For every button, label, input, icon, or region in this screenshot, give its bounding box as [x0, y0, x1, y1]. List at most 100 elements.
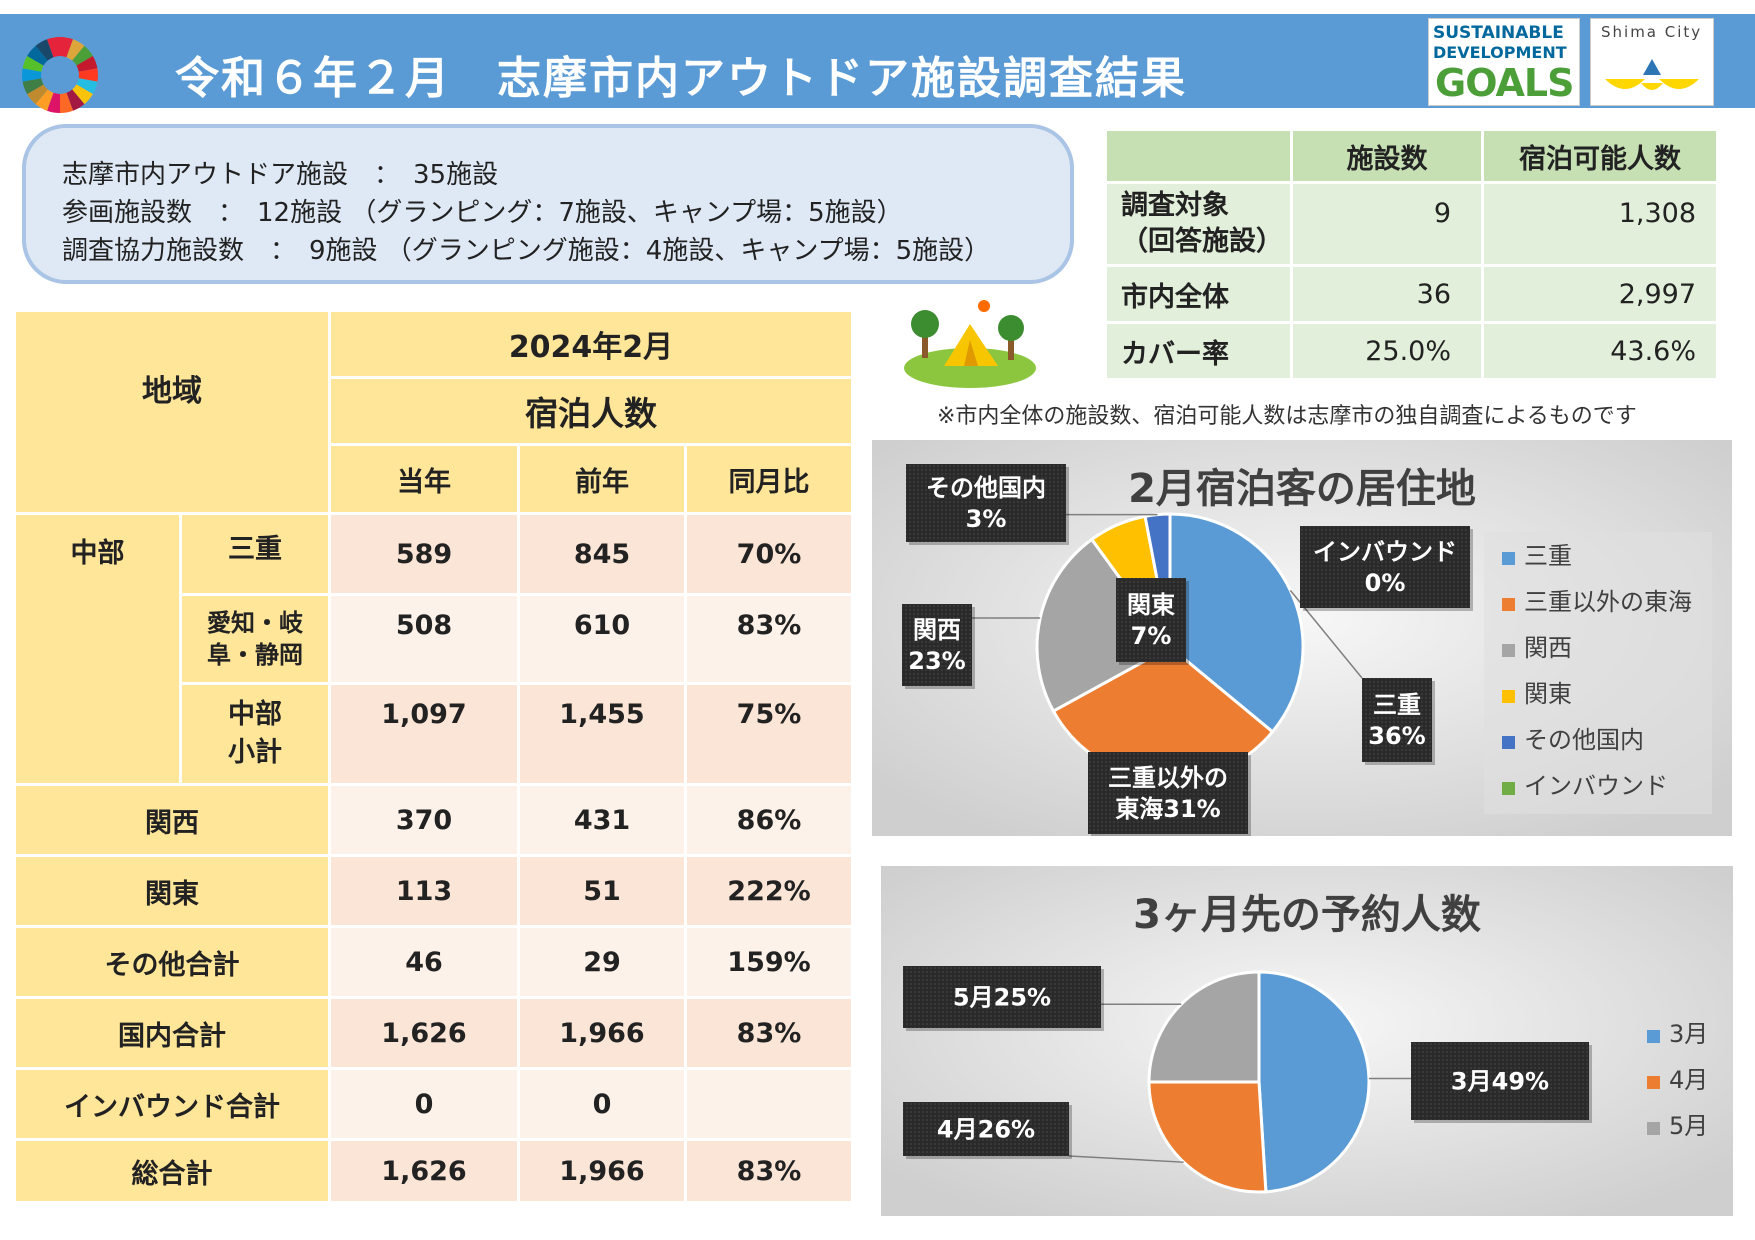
coverage-row1-label-line1: 調査対象	[1121, 190, 1229, 221]
data-label-4月-text: 4月26%	[937, 1116, 1035, 1144]
city-logo-text: Shima City	[1601, 23, 1703, 41]
legend-swatch	[1647, 1030, 1660, 1043]
data-label-その他国内: その他国内 3%	[906, 464, 1069, 545]
column-header-current: 当年	[331, 446, 517, 512]
sdg-logo-line2: DEVELOPMENT	[1433, 43, 1567, 62]
cell-ratio: 70%	[687, 515, 851, 593]
sdg-logo-line3: GOALS	[1435, 61, 1574, 105]
row-label-line1: 中部	[228, 699, 282, 730]
row-label: 総合計	[16, 1141, 328, 1201]
cell-ratio: 83%	[687, 999, 851, 1067]
sdg-logo: SUSTAINABLE DEVELOPMENT GOALS	[1428, 18, 1580, 106]
row-label: 中部 小計	[182, 685, 328, 783]
coverage-row-label: 市内全体	[1107, 267, 1290, 321]
legend-swatch	[1502, 736, 1515, 749]
legend-swatch	[1502, 782, 1515, 795]
data-label-三重以外の東海-box	[1088, 752, 1248, 834]
data-label-関西-text: 23%	[908, 647, 965, 675]
legend-label: 3月	[1669, 1020, 1708, 1048]
data-label-インバウンド-text: 0%	[1365, 569, 1406, 597]
data-label-インバウンド-box	[1300, 526, 1470, 608]
row-label: 愛知・岐 阜・静岡	[182, 596, 328, 682]
data-label-その他国内-text: 3%	[966, 505, 1007, 533]
coverage-row-label: 調査対象 （回答施設）	[1107, 184, 1290, 264]
leader-line	[1068, 1155, 1184, 1163]
legend-swatch	[1647, 1122, 1660, 1135]
metric-header: 宿泊人数	[331, 379, 851, 443]
cell-current: 1,626	[331, 1141, 517, 1201]
cell-previous: 1,966	[520, 999, 684, 1067]
region-header: 地域	[16, 312, 328, 512]
pie-slice-三重	[1168, 512, 1305, 734]
cell-previous: 29	[520, 928, 684, 996]
data-label-その他国内-box	[906, 464, 1066, 542]
legend-label: インバウンド	[1524, 772, 1668, 800]
coverage-corner-cell	[1107, 131, 1290, 181]
coverage-capacity-value: 1,308	[1484, 184, 1716, 264]
legend-label: 三重以外の東海	[1524, 588, 1692, 616]
cell-current: 508	[331, 596, 517, 682]
cell-ratio	[687, 1070, 851, 1138]
cell-current: 370	[331, 786, 517, 854]
cell-ratio: 159%	[687, 928, 851, 996]
legend-swatch	[1502, 690, 1515, 703]
coverage-table: 施設数 宿泊可能人数 調査対象 （回答施設） 9 1,308 市内全体 36 2…	[1104, 128, 1719, 381]
coverage-capacity-value: 43.6%	[1484, 324, 1716, 378]
coverage-facilities-value: 25.0%	[1293, 324, 1481, 378]
city-logo-mark-icon	[1605, 59, 1699, 90]
data-label-関西-box	[902, 604, 972, 686]
coverage-header-capacity: 宿泊可能人数	[1484, 131, 1716, 181]
legend-label: 関東	[1524, 680, 1572, 708]
legend-label: その他国内	[1524, 726, 1644, 754]
cell-previous: 0	[520, 1070, 684, 1138]
data-label-4月-box	[903, 1102, 1069, 1156]
cell-previous: 1,455	[520, 685, 684, 783]
cell-previous: 610	[520, 596, 684, 682]
coverage-facilities-value: 36	[1293, 267, 1481, 321]
shima-city-logo: Shima City	[1590, 18, 1714, 106]
coverage-row1-label-line2: （回答施設）	[1121, 226, 1283, 257]
legend-swatch	[1647, 1076, 1660, 1089]
legend-swatch	[1502, 552, 1515, 565]
cell-previous: 51	[520, 857, 684, 925]
pie-slice-4月	[1147, 1080, 1268, 1194]
sdg-wheel-icon	[22, 37, 98, 113]
stay-table: 地域 2024年2月 宿泊人数 当年 前年 同月比 中部 三重 589 845 …	[13, 309, 854, 1204]
data-label-その他国内-text: その他国内	[926, 474, 1046, 502]
group-label-chubu: 中部	[16, 515, 179, 783]
row-label-line2: 小計	[228, 737, 282, 768]
data-label-3月-text: 3月49%	[1451, 1068, 1549, 1096]
coverage-capacity-value: 2,997	[1484, 267, 1716, 321]
row-label: 関西	[16, 786, 328, 854]
cell-current: 1,097	[331, 685, 517, 783]
cell-ratio: 86%	[687, 786, 851, 854]
data-label-関西: 関西 23%	[902, 604, 975, 689]
coverage-header-facilities: 施設数	[1293, 131, 1481, 181]
row-label: 国内合計	[16, 999, 328, 1067]
data-label-4月: 4月26%	[903, 1102, 1072, 1159]
cell-ratio: 83%	[687, 1141, 851, 1201]
data-label-関東-text: 関東	[1127, 591, 1175, 619]
coverage-facilities-value: 9	[1293, 184, 1481, 264]
data-label-三重-text: 三重	[1373, 691, 1421, 719]
cell-ratio: 222%	[687, 857, 851, 925]
cell-previous: 1,966	[520, 1141, 684, 1201]
cell-previous: 431	[520, 786, 684, 854]
data-label-5月-text: 5月25%	[953, 984, 1051, 1012]
data-label-関東-box	[1116, 578, 1186, 662]
legend-label: 4月	[1669, 1066, 1708, 1094]
cell-current: 46	[331, 928, 517, 996]
legend-label: 5月	[1669, 1112, 1708, 1140]
coverage-note: ※市内全体の施設数、宿泊可能人数は志摩市の独自調査によるものです	[937, 404, 1637, 429]
cell-current: 113	[331, 857, 517, 925]
data-label-インバウンド-text: インバウンド	[1313, 538, 1457, 566]
data-label-関東: 関東 7%	[1116, 578, 1189, 665]
data-label-三重: 三重 36%	[1362, 678, 1435, 765]
chart2-title: 3ヶ月先の予約人数	[1133, 892, 1481, 938]
data-label-三重-box	[1362, 678, 1432, 762]
chart1-legend-box	[1484, 532, 1712, 814]
legend-label: 三重	[1524, 542, 1572, 570]
column-header-previous: 前年	[520, 446, 684, 512]
